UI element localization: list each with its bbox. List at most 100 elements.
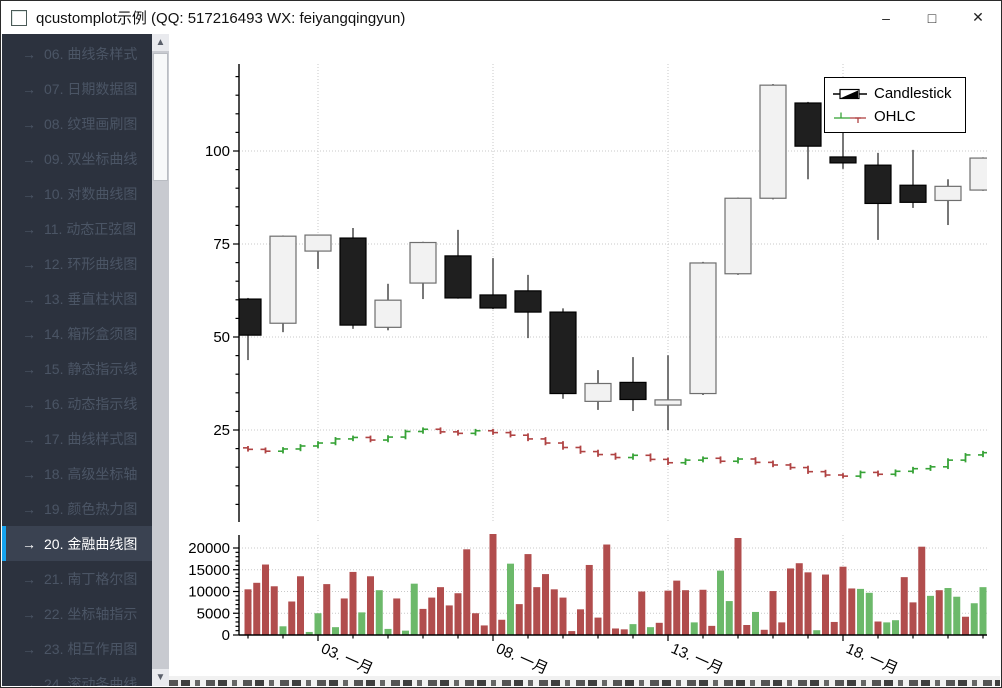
arrow-right-icon: → (22, 465, 36, 482)
ohlc-legend-icon (834, 112, 866, 123)
main-content: → 06. 曲线条样式 → 07. 日期数据图 → 08. 纹理画刷图 → 09. 双坐标曲线… (2, 34, 1000, 686)
legend-label: OHLC (874, 108, 916, 125)
sidebar-item-label: 14. 箱形盒须图 (44, 325, 138, 342)
sidebar-item-label: 20. 金融曲线图 (44, 535, 138, 552)
svg-text:20000: 20000 (188, 540, 230, 557)
sidebar-item-label: 11. 动态正弦图 (44, 220, 137, 237)
maximize-button[interactable]: □ (927, 9, 937, 26)
price-y-axis: 25 50 75 100 (205, 64, 240, 522)
svg-text:13. 一月: 13. 一月 (668, 640, 725, 678)
sidebar-item-09[interactable]: → 09. 双坐标曲线 (2, 141, 152, 176)
volume-bars (244, 534, 987, 635)
sidebar-item-24[interactable]: → 24. 滚动条曲线 (2, 666, 152, 687)
window-controls: – □ ✕ (863, 1, 1001, 34)
svg-text:10000: 10000 (188, 584, 230, 601)
arrow-right-icon: → (22, 535, 36, 552)
svg-text:15000: 15000 (188, 562, 230, 579)
arrow-right-icon: → (22, 80, 36, 97)
arrow-right-icon: → (22, 360, 36, 377)
sidebar-item-14[interactable]: → 14. 箱形盒须图 (2, 316, 152, 351)
chart-panel: 25 50 75 100 0 5000 10000 15000 20000 03. 一月 08. 一… (169, 34, 1000, 686)
svg-text:100: 100 (205, 143, 230, 160)
legend-label: Candlestick (874, 85, 952, 102)
arrow-right-icon: → (22, 605, 36, 622)
sidebar-item-label: 08. 纹理画刷图 (44, 115, 138, 132)
date-x-axis: 03. 一月 08. 一月 13. 一月 18. 一月 (239, 634, 987, 678)
ohlc-series (243, 427, 987, 479)
svg-text:0: 0 (222, 627, 230, 644)
sidebar-item-label: 21. 南丁格尔图 (44, 570, 138, 587)
candlestick-series (239, 84, 987, 430)
sidebar-item-21[interactable]: → 21. 南丁格尔图 (2, 561, 152, 596)
svg-text:50: 50 (213, 329, 230, 346)
svg-text:25: 25 (213, 422, 230, 439)
svg-text:18. 一月: 18. 一月 (843, 640, 900, 678)
sidebar-item-19[interactable]: → 19. 颜色热力图 (2, 491, 152, 526)
scrollbar-thumb[interactable] (153, 53, 168, 181)
sidebar-item-label: 22. 坐标轴指示 (44, 605, 138, 622)
arrow-right-icon: → (22, 640, 36, 657)
close-button[interactable]: ✕ (972, 9, 984, 25)
arrow-right-icon: → (22, 500, 36, 517)
sidebar-item-18[interactable]: → 18. 高级坐标轴 (2, 456, 152, 491)
svg-text:03. 一月: 03. 一月 (318, 640, 375, 678)
sidebar-item-11[interactable]: → 11. 动态正弦图 (2, 211, 152, 246)
svg-text:5000: 5000 (197, 605, 230, 622)
sidebar-item-label: 24. 滚动条曲线 (44, 675, 138, 687)
sidebar-item-label: 07. 日期数据图 (44, 80, 138, 97)
sidebar: → 06. 曲线条样式 → 07. 日期数据图 → 08. 纹理画刷图 → 09. 双坐标曲线… (2, 34, 169, 686)
titlebar: qcustomplot示例 (QQ: 517216493 WX: feiyang… (1, 1, 1001, 34)
sidebar-item-07[interactable]: → 07. 日期数据图 (2, 71, 152, 106)
sidebar-item-12[interactable]: → 12. 环形曲线图 (2, 246, 152, 281)
app-icon (11, 9, 27, 26)
financial-chart: 25 50 75 100 0 5000 10000 15000 20000 03. 一月 08. 一… (188, 64, 987, 678)
svg-text:75: 75 (213, 236, 230, 253)
sidebar-scrollbar[interactable]: ▲ ▼ (152, 34, 169, 686)
chart-legend: Candlestick OHLC (824, 77, 966, 133)
sidebar-item-label: 12. 环形曲线图 (44, 255, 138, 272)
sidebar-item-23[interactable]: → 23. 相互作用图 (2, 631, 152, 666)
arrow-right-icon: → (22, 290, 36, 307)
candlestick-legend-icon (833, 88, 867, 99)
sidebar-item-label: 09. 双坐标曲线 (44, 150, 138, 167)
arrow-right-icon: → (22, 395, 36, 412)
sidebar-item-label: 06. 曲线条样式 (44, 45, 138, 62)
grid-lines (239, 64, 987, 635)
sidebar-item-label: 13. 垂直柱状图 (44, 290, 138, 307)
legend-item-candlestick: Candlestick (833, 82, 957, 105)
sidebar-item-label: 17. 曲线样式图 (44, 430, 138, 447)
svg-text:08. 一月: 08. 一月 (493, 640, 550, 678)
minimize-button[interactable]: – (882, 9, 890, 26)
sidebar-item-15[interactable]: → 15. 静态指示线 (2, 351, 152, 386)
arrow-right-icon: → (22, 115, 36, 132)
sidebar-item-06[interactable]: → 06. 曲线条样式 (2, 36, 152, 71)
sidebar-nav-list: → 06. 曲线条样式 → 07. 日期数据图 → 08. 纹理画刷图 → 09. 双坐标曲线… (2, 36, 152, 686)
arrow-right-icon: → (22, 150, 36, 167)
sidebar-item-label: 19. 颜色热力图 (44, 500, 138, 517)
sidebar-item-label: 15. 静态指示线 (44, 360, 138, 377)
sidebar-item-label: 18. 高级坐标轴 (44, 465, 138, 482)
scrollbar-up-arrow-icon[interactable]: ▲ (152, 34, 169, 51)
arrow-right-icon: → (22, 675, 36, 687)
sidebar-item-13[interactable]: → 13. 垂直柱状图 (2, 281, 152, 316)
arrow-right-icon: → (22, 255, 36, 272)
sidebar-item-10[interactable]: → 10. 对数曲线图 (2, 176, 152, 211)
scrollbar-down-arrow-icon[interactable]: ▼ (152, 669, 169, 686)
sidebar-item-22[interactable]: → 22. 坐标轴指示 (2, 596, 152, 631)
window-title: qcustomplot示例 (QQ: 517216493 WX: feiyang… (36, 10, 406, 27)
sidebar-item-17[interactable]: → 17. 曲线样式图 (2, 421, 152, 456)
arrow-right-icon: → (22, 185, 36, 202)
volume-y-axis: 0 5000 10000 15000 20000 (188, 535, 240, 644)
sidebar-item-label: 10. 对数曲线图 (44, 185, 138, 202)
sidebar-item-label: 16. 动态指示线 (44, 395, 138, 412)
arrow-right-icon: → (22, 45, 36, 62)
legend-item-ohlc: OHLC (833, 105, 957, 128)
clipped-taskbar-strip (169, 676, 1000, 686)
sidebar-item-08[interactable]: → 08. 纹理画刷图 (2, 106, 152, 141)
sidebar-item-20[interactable]: → 20. 金融曲线图 (2, 526, 152, 561)
arrow-right-icon: → (22, 570, 36, 587)
sidebar-item-16[interactable]: → 16. 动态指示线 (2, 386, 152, 421)
arrow-right-icon: → (22, 325, 36, 342)
arrow-right-icon: → (22, 220, 36, 237)
